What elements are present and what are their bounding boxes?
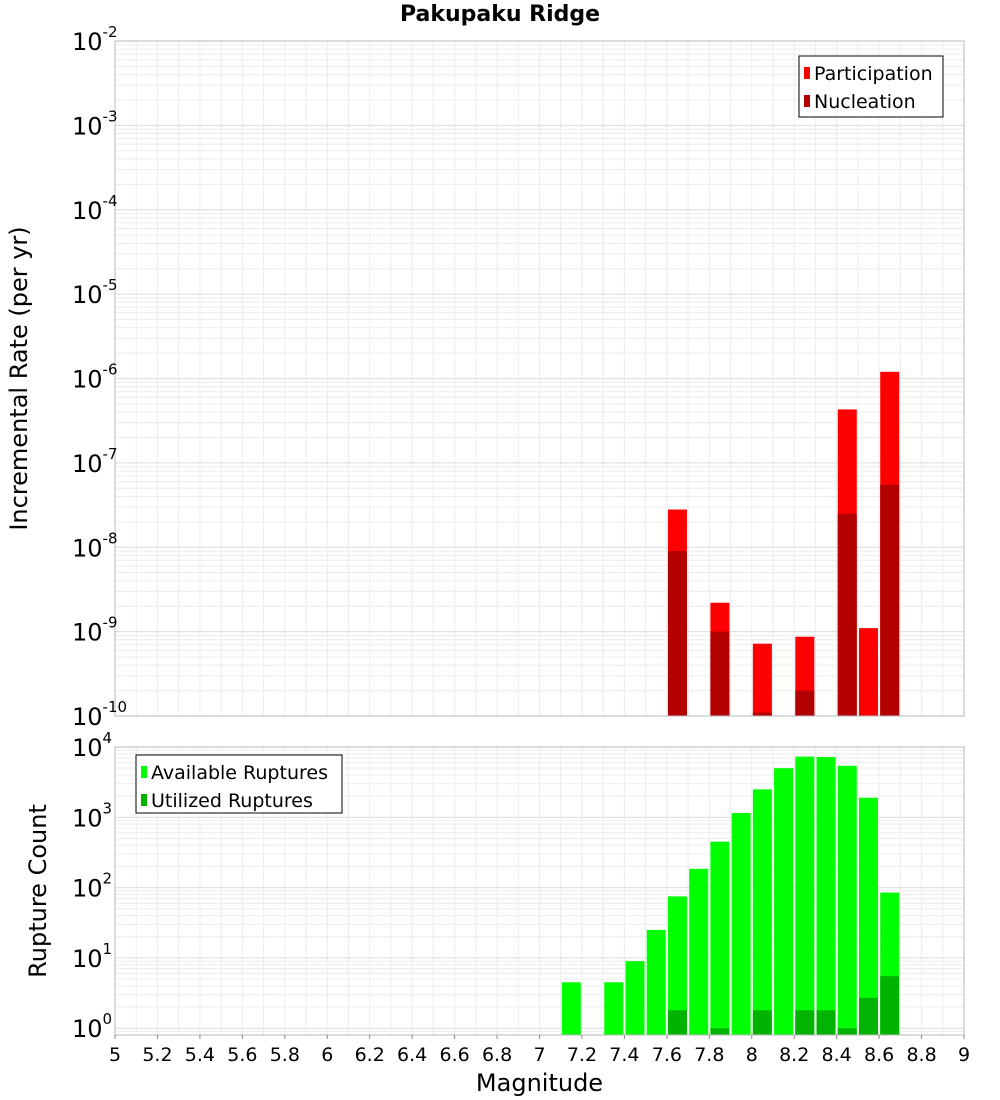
x-tick-label: 6.6 [439,1044,469,1066]
legend-label: Available Ruptures [151,762,328,784]
x-tick-label: 7 [533,1044,545,1066]
y-tick-label: 10-2 [72,23,118,56]
bar: Available Ruptures: 185 [689,868,709,1035]
y-tick-label: 102 [72,870,112,903]
y-tick-label: 101 [72,940,112,973]
y-axis-label: Rupture Count [24,804,52,978]
bar: Nucleation: 9e-9 [667,551,687,716]
bar: Available Ruptures: 75 [667,896,687,1035]
y-tick-label: 10-10 [72,698,127,731]
chart-title: Pakupaku Ridge [399,2,601,27]
bar: Utilized Ruptures: 1.8 [816,1010,836,1035]
y-tick-label: 10-4 [72,192,118,225]
legend-label: Participation [814,63,933,85]
y-tick-label: 10-6 [72,361,118,394]
series-available-ruptures: Available Ruptures: 4.5Available Rupture… [561,756,900,1035]
y-tick-label: 10-9 [72,614,118,647]
bar: Nucleation: 2e-10 [795,690,815,716]
x-tick-label: 7.8 [694,1044,724,1066]
legend-label: Utilized Ruptures [151,790,313,812]
bar: Available Ruptures: 25 [646,929,666,1035]
bar: Available Ruptures: 2500 [752,789,772,1035]
x-tick-label: 7.4 [609,1044,639,1066]
y-tick-label: 10-3 [72,107,118,140]
bar: Available Ruptures: 1150 [731,813,751,1035]
bar: Utilized Ruptures: 1 [837,1028,857,1035]
legend-swatch [804,95,810,107]
x-tick-label: 5.2 [142,1044,172,1066]
x-tick-label: 6.2 [355,1044,385,1066]
bar: Available Ruptures: 4.5 [561,982,581,1035]
bar: Available Ruptures: 9 [625,961,645,1035]
x-tick-label: 6.8 [482,1044,512,1066]
x-tick-label: 8.8 [906,1044,936,1066]
y-tick-label: 103 [72,799,112,832]
legend: Available Ruptures Utilized Ruptures [135,754,343,814]
x-tick-label: 5 [109,1044,121,1066]
x-tick-label: 5.6 [227,1044,257,1066]
legend: Participation Nucleation [798,55,944,118]
y-tick-label: 10-8 [72,529,118,562]
plot-frame [114,40,965,717]
bar: Utilized Ruptures: 1.8 [795,1010,815,1035]
x-tick-label: 5.8 [270,1044,300,1066]
bar: Available Ruptures: 7300 [795,756,815,1035]
y-tick-label: 104 [72,729,112,762]
bar: Utilized Ruptures: 1.8 [752,1010,772,1035]
y-tick-label: 10-7 [72,445,118,478]
bar: Participation: 1.1e-9 [858,628,878,716]
bar: Available Ruptures: 4.5 [604,982,624,1035]
series-nucleation: Nucleation: 9e-9 Nucleation: 1e-9 Nucleati… [667,484,900,716]
legend-label: Nucleation [814,91,916,113]
y-axis-label: Incremental Rate (per yr) [5,226,33,530]
series-utilized-ruptures: Utilized Ruptures: 1.8Utilized Ruptures:… [667,976,900,1035]
bar: Participation: 7.2e-10 [752,643,772,716]
grid [114,41,965,717]
x-tick-label: 9 [958,1044,970,1066]
x-tick-label: 6 [321,1044,333,1066]
legend-swatch [804,67,810,79]
rupture-count-panel: Available Ruptures: 4.5Available Rupture… [24,729,970,1097]
x-tick-label: 8.4 [822,1044,852,1066]
legend-swatch [141,794,147,806]
bar: Available Ruptures: 5000 [774,768,794,1035]
x-tick-label: 6.4 [397,1044,427,1066]
x-tick-label: 8 [746,1044,758,1066]
x-tick-label: 7.6 [652,1044,682,1066]
x-tick-label: 7.2 [567,1044,597,1066]
rate-panel: Participation: 2.8e-8Participation: 2.2e… [5,23,965,731]
x-tick-label: 5.4 [185,1044,215,1066]
bar: Nucleation: 2.5e-8 [837,513,857,716]
y-tick-label: 10-5 [72,276,118,309]
legend-box [798,55,944,118]
x-tick-label: 8.6 [864,1044,894,1066]
bar: Nucleation: 1.1e-10 [752,712,772,716]
y-tick-label: 100 [72,1010,112,1043]
bar: Nucleation: 1e-9 [710,631,730,716]
x-tick-label: 8.2 [779,1044,809,1066]
bar: Utilized Ruptures: 1.8 [667,1010,687,1035]
bar: Utilized Ruptures: 1 [710,1028,730,1035]
legend-swatch [141,766,147,778]
bar: Utilized Ruptures: 5.5 [880,976,900,1035]
bar: Available Ruptures: 5400 [837,765,857,1035]
bar: Utilized Ruptures: 2.7 [858,997,878,1035]
legend-box [135,754,343,814]
bar: Available Ruptures: 450 [710,841,730,1035]
bar: Available Ruptures: 7200 [816,757,836,1035]
bar: Available Ruptures: 1900 [858,797,878,1035]
x-axis-label: Magnitude [476,1069,603,1097]
bar: Nucleation: 5.5e-8 [880,484,900,716]
